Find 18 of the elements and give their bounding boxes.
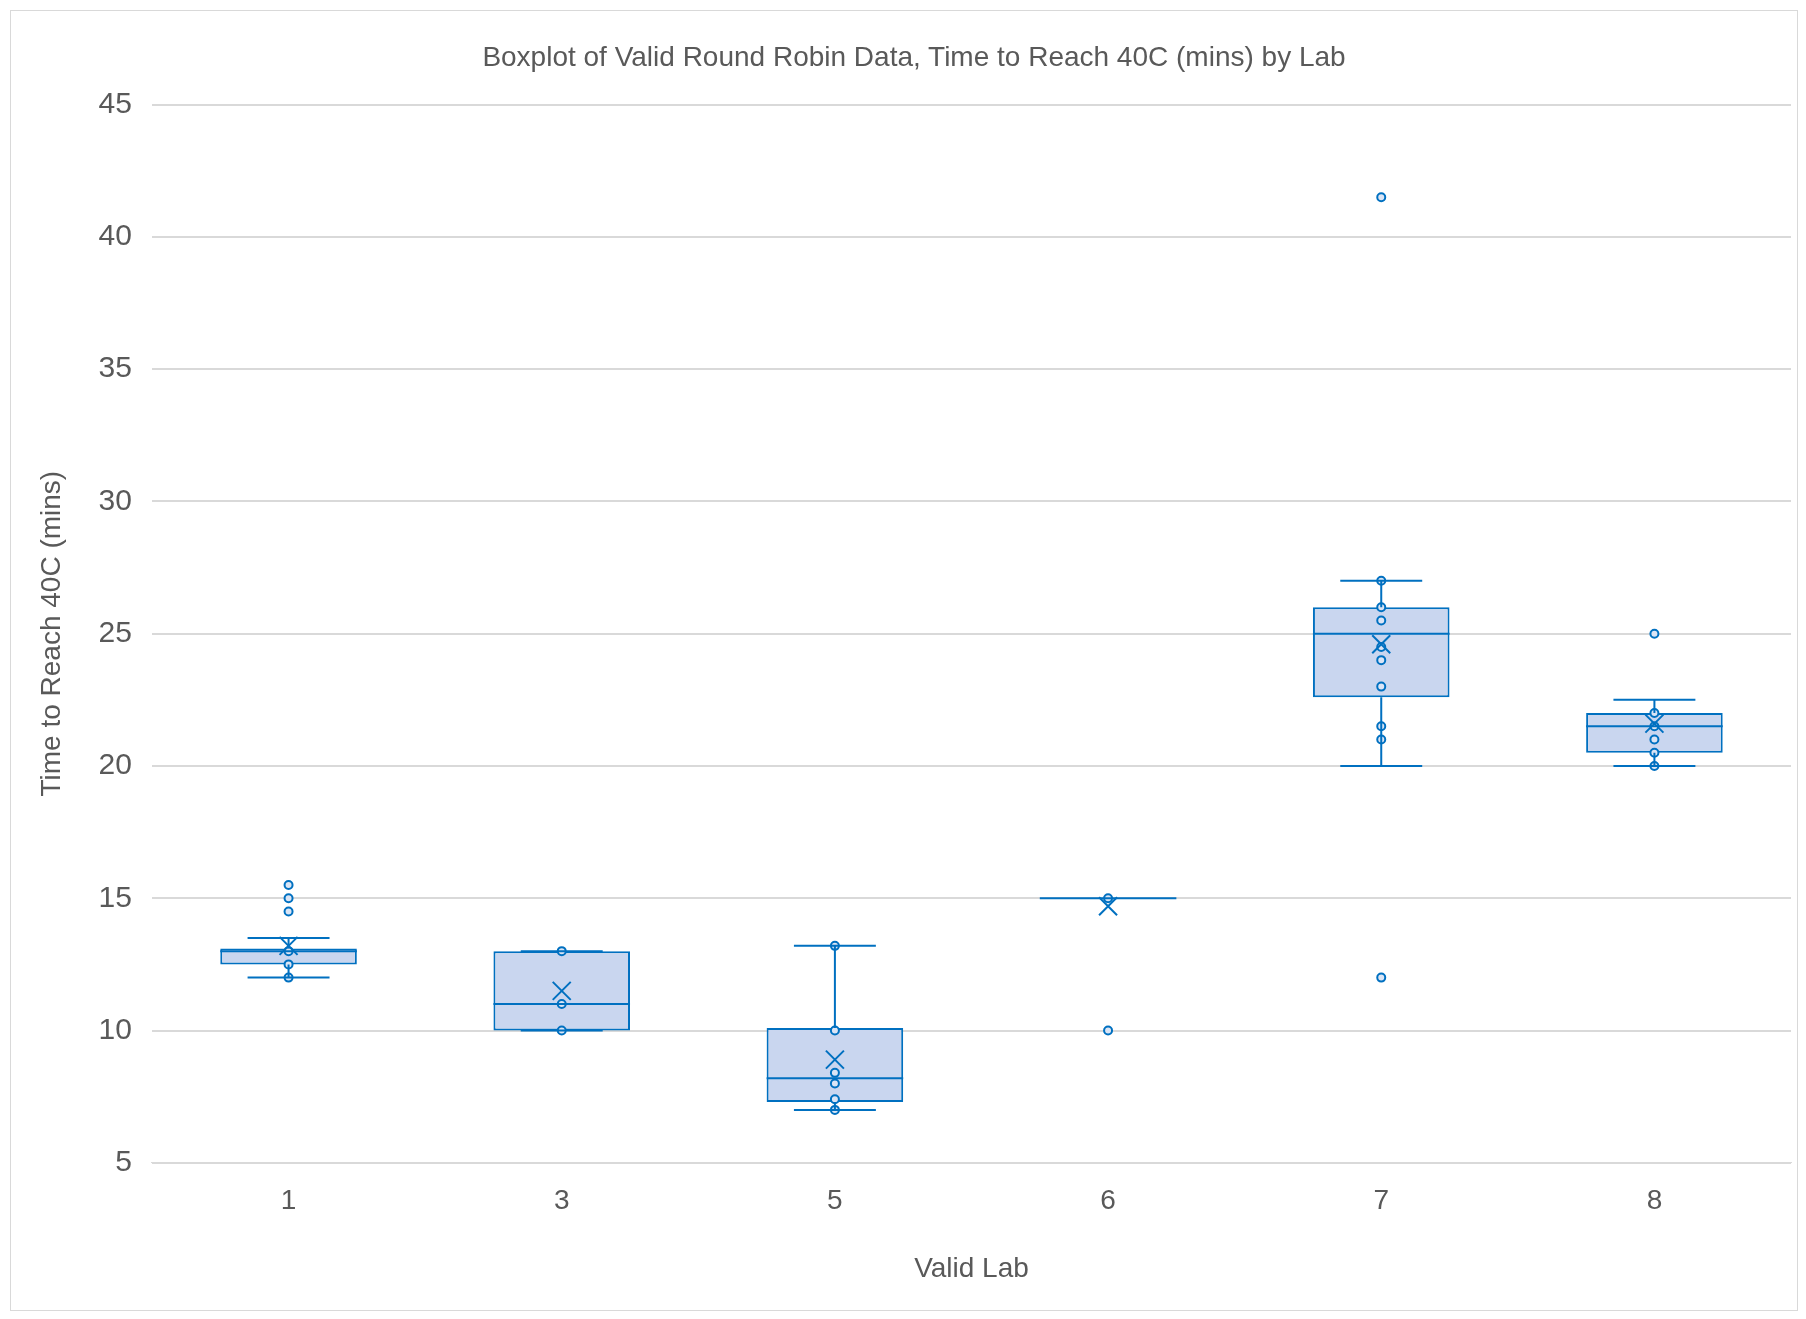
x-tick-label: 7 <box>1373 1184 1390 1216</box>
x-tick-label: 5 <box>827 1184 843 1216</box>
y-tick-label: 40 <box>98 218 132 252</box>
x-tick-label: 8 <box>1646 1184 1663 1216</box>
y-tick-label: 45 <box>98 85 132 119</box>
y-tick-label: 20 <box>98 747 132 781</box>
x-tick-label: 1 <box>280 1184 297 1216</box>
y-tick-label: 5 <box>115 1144 132 1178</box>
y-tick-label: 15 <box>98 879 132 913</box>
x-axis-title: Valid Lab <box>914 1251 1029 1283</box>
y-tick-label: 35 <box>98 350 132 384</box>
y-tick-label: 30 <box>98 482 132 516</box>
y-tick-label: 10 <box>98 1011 132 1045</box>
chart-title: Boxplot of Valid Round Robin Data, Time to Reach 40C (mins) by Lab <box>482 40 1346 72</box>
y-axis-title: Time to Reach 40C (mins) <box>34 470 66 797</box>
x-tick-label: 6 <box>1100 1184 1116 1216</box>
x-tick-label: 3 <box>553 1184 570 1216</box>
y-tick-label: 25 <box>98 614 132 648</box>
